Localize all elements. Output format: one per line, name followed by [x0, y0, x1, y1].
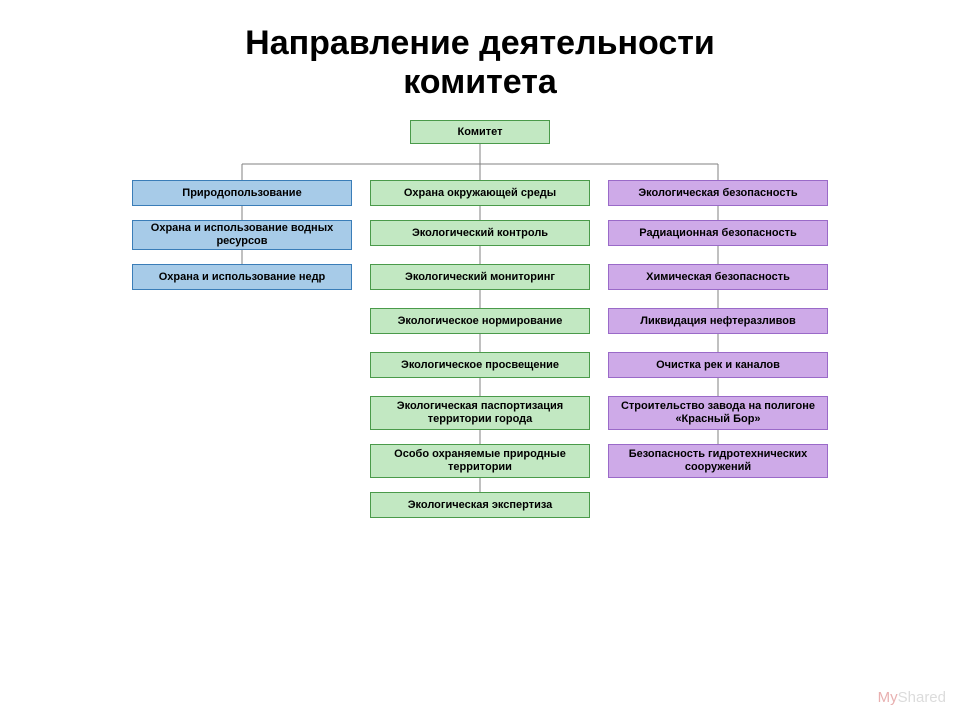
column-1-item-5: Особо охраняемые природные территории: [370, 444, 590, 478]
column-0-item-0: Охрана и использование водных ресурсов: [132, 220, 352, 250]
column-2-item-3: Очистка рек и каналов: [608, 352, 828, 378]
title-line2: комитета: [403, 63, 557, 101]
root-node: Комитет: [410, 120, 550, 144]
column-0-item-1: Охрана и использование недр: [132, 264, 352, 290]
column-1-item-2: Экологическое нормирование: [370, 308, 590, 334]
column-1-item-0: Экологический контроль: [370, 220, 590, 246]
watermark-suffix: Shared: [898, 689, 946, 706]
column-2-item-4: Строительство завода на полигоне «Красны…: [608, 396, 828, 430]
page-title: Направление деятельности комитета: [0, 0, 960, 102]
column-2-item-5: Безопасность гидротехнических сооружений: [608, 444, 828, 478]
column-header-2: Экологическая безопасность: [608, 180, 828, 206]
column-2-item-1: Химическая безопасность: [608, 264, 828, 290]
column-1-item-6: Экологическая экспертиза: [370, 492, 590, 518]
column-header-0: Природопользование: [132, 180, 352, 206]
title-line1: Направление деятельности: [245, 24, 715, 62]
column-1-item-3: Экологическое просвещение: [370, 352, 590, 378]
column-2-item-2: Ликвидация нефтеразливов: [608, 308, 828, 334]
watermark: MyShared: [878, 689, 946, 706]
column-1-item-1: Экологический мониторинг: [370, 264, 590, 290]
column-header-1: Охрана окружающей среды: [370, 180, 590, 206]
watermark-prefix: My: [878, 689, 898, 706]
column-2-item-0: Радиационная безопасность: [608, 220, 828, 246]
org-chart: Комитет Природопользование Охрана и исполь…: [100, 120, 860, 640]
column-1-item-4: Экологическая паспортизация территории г…: [370, 396, 590, 430]
